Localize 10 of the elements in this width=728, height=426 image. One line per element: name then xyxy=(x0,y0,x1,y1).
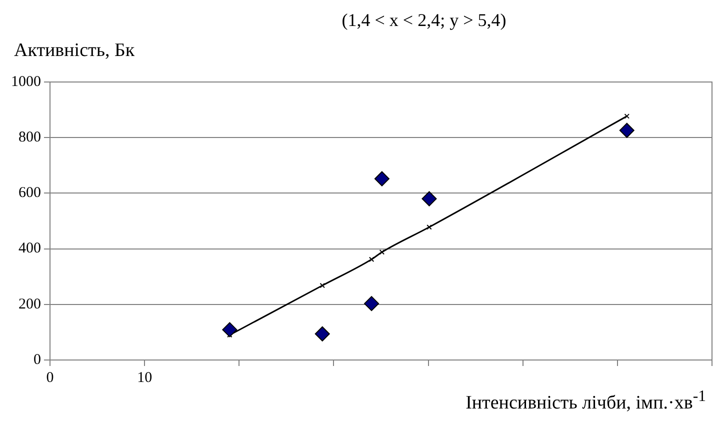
y-axis-title: Активність, Бк xyxy=(14,40,135,62)
y-tick-label: 0 xyxy=(34,352,41,368)
chart-title: (1,4 < x < 2,4; y > 5,4) xyxy=(340,10,508,31)
y-tick-label: 600 xyxy=(18,185,41,202)
x-tick-label: 10 xyxy=(137,370,152,386)
y-tick-label: 400 xyxy=(18,240,41,257)
y-tick-label: 200 xyxy=(18,296,41,312)
y-tick-label: 800 xyxy=(18,130,41,146)
x-axis-title: Інтенсивність лічби, імп.·хв$^{-1}$ xyxy=(466,388,706,414)
y-tick-label: 1000 xyxy=(11,74,41,90)
